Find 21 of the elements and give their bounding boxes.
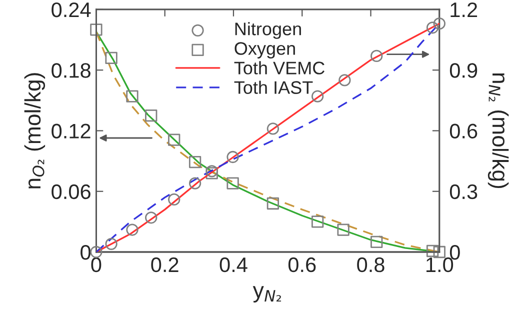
x-axis-title: y$_{N₂}$ bbox=[252, 286, 282, 302]
y-tick-label: 0.24 bbox=[52, 2, 91, 18]
y-tick-label: 0 bbox=[80, 245, 91, 260]
y2-tick-label: 0.3 bbox=[450, 184, 478, 200]
legend-label: Toth IAST bbox=[234, 80, 313, 94]
y-tick-label: 0.12 bbox=[52, 124, 90, 138]
x-tick-label: 0.6 bbox=[288, 257, 316, 272]
y2-tick-label: 0.9 bbox=[450, 63, 478, 78]
y-tick-label: 0.06 bbox=[52, 184, 90, 200]
x-tick-label: 0.8 bbox=[357, 257, 384, 272]
y-tick-label: 0.18 bbox=[52, 63, 90, 78]
y2-tick-label: 0.6 bbox=[450, 124, 478, 138]
legend-label: Nitrogen bbox=[235, 22, 301, 39]
y2-axis-title: n$_{N₂}$ (mol/kg) bbox=[488, 73, 509, 188]
legend-label: Oxygen bbox=[234, 42, 295, 58]
y-axis-title: n$_{O₂}$ (mol/kg) bbox=[24, 73, 46, 188]
y2-tick-label: 1.2 bbox=[450, 2, 478, 17]
x-tick-label: 0 bbox=[91, 257, 102, 272]
x-tick-label: 0.4 bbox=[220, 257, 248, 272]
legend-label: Toth VEMC bbox=[234, 61, 324, 74]
x-tick-label: 0.2 bbox=[151, 257, 178, 272]
